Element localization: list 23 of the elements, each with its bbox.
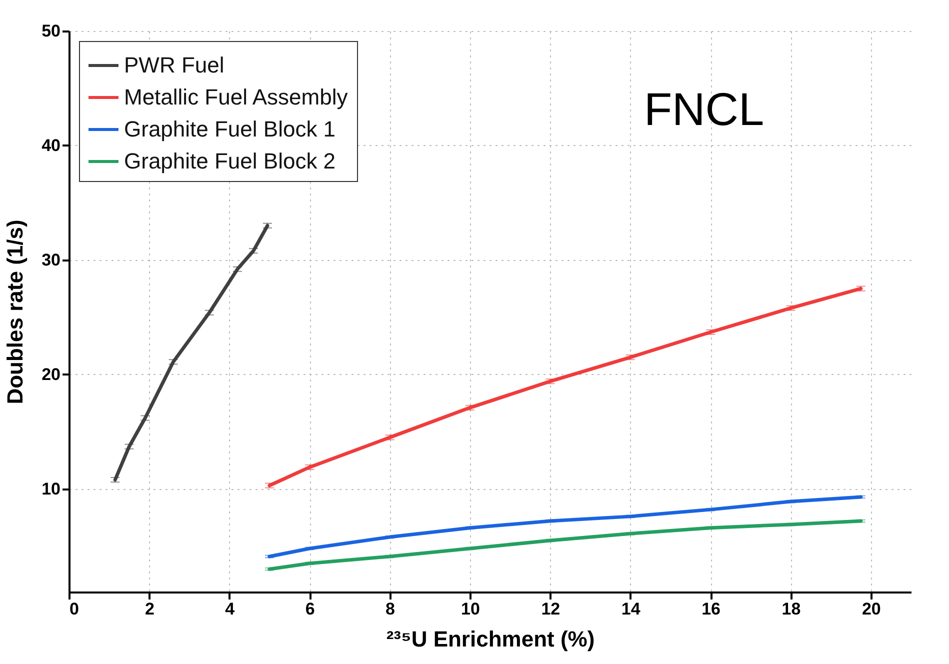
x-tick-label: 20 bbox=[862, 600, 881, 618]
y-tick-label: 50 bbox=[42, 22, 60, 40]
x-tick-label: 6 bbox=[305, 600, 315, 618]
y-axis-title: Doubles rate (1/s) bbox=[2, 220, 28, 404]
x-tick-label: 12 bbox=[541, 600, 560, 618]
x-tick-label: 8 bbox=[386, 600, 395, 618]
y-tick-label: 10 bbox=[42, 479, 60, 498]
x-tick-label: 14 bbox=[621, 600, 641, 618]
annotation: FNCL bbox=[644, 83, 764, 135]
x-tick-label: 2 bbox=[144, 600, 154, 618]
legend-label: Graphite Fuel Block 1 bbox=[124, 116, 336, 142]
x-axis-title: ²³⁵U Enrichment (%) bbox=[386, 626, 595, 652]
legend-label: PWR Fuel bbox=[124, 52, 224, 78]
x-tick-label: 18 bbox=[782, 600, 801, 618]
y-tick-label: 20 bbox=[42, 364, 60, 384]
x-tick-label: 4 bbox=[225, 600, 236, 618]
legend-label: Metallic Fuel Assembly bbox=[124, 84, 348, 110]
y-tick-label: 40 bbox=[42, 136, 60, 155]
y-tick-label: 30 bbox=[42, 250, 60, 270]
x-tick-label: 16 bbox=[702, 600, 720, 618]
x-tick-label: 0 bbox=[70, 600, 79, 618]
legend-label: Graphite Fuel Block 2 bbox=[124, 148, 336, 174]
x-tick-label: 10 bbox=[460, 600, 480, 618]
